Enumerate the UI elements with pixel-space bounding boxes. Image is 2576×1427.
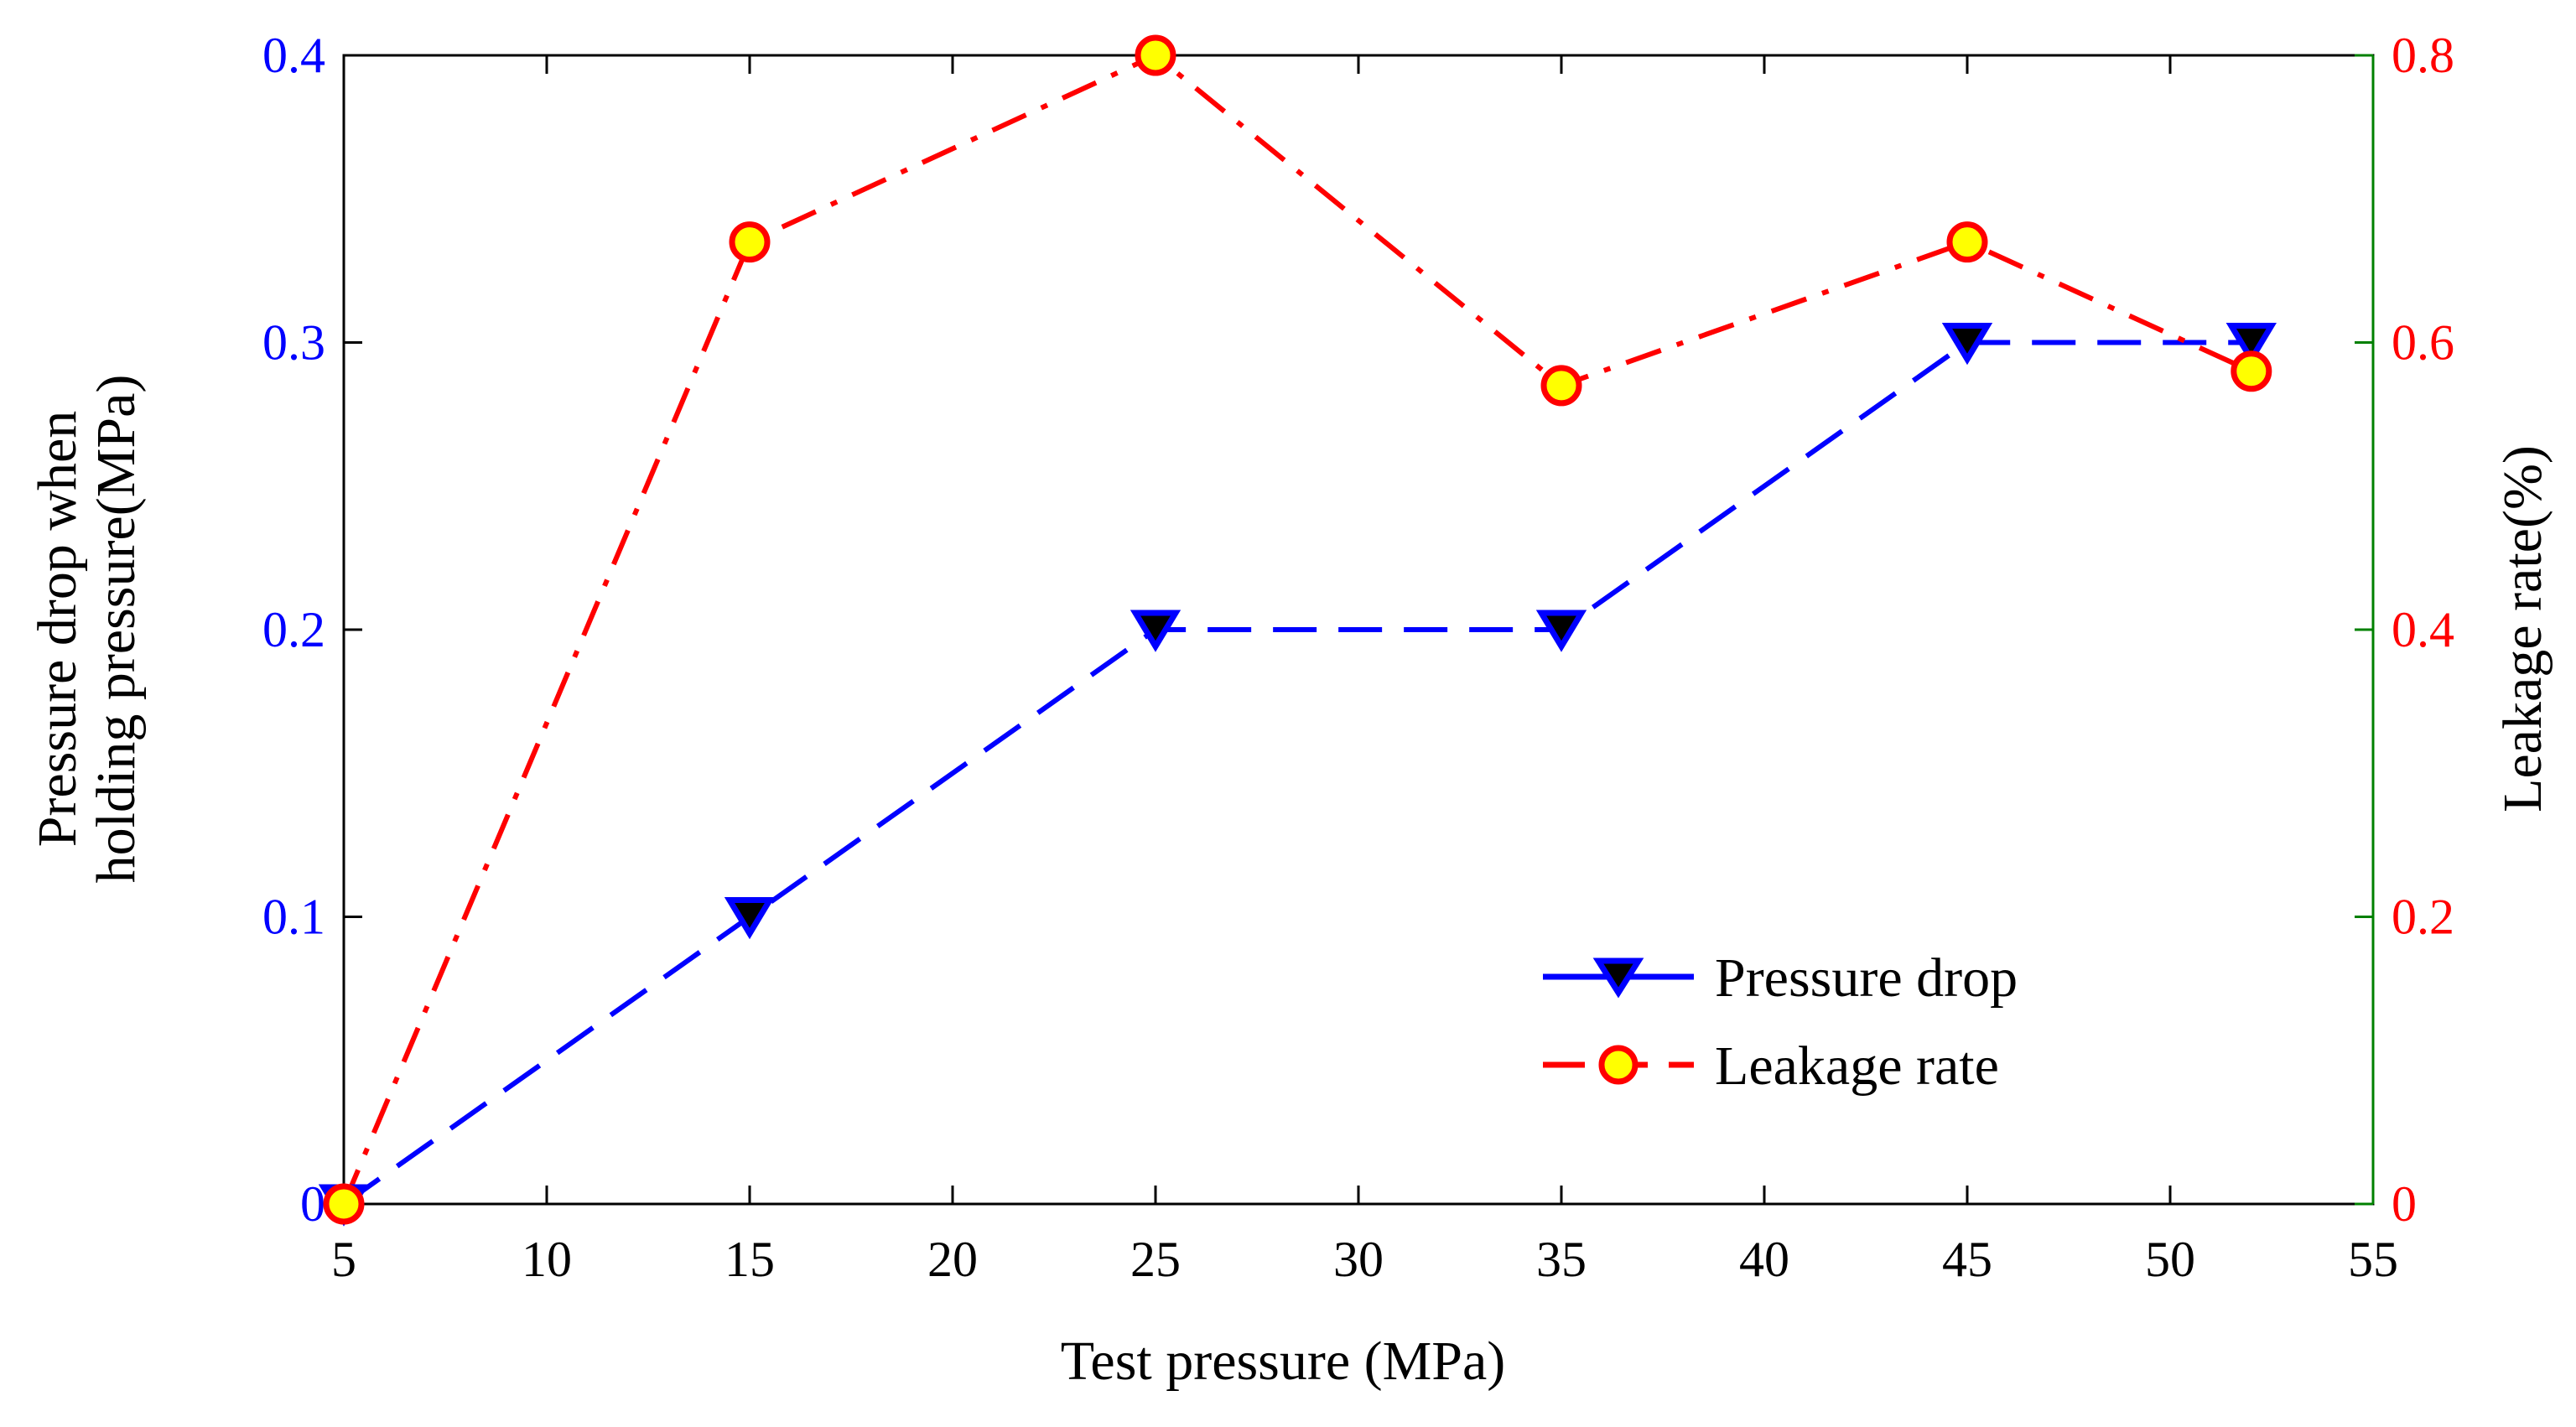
x-tick-label: 25 [1130, 1232, 1181, 1287]
x-tick-label: 15 [724, 1232, 775, 1287]
x-tick-label: 35 [1536, 1232, 1587, 1287]
series-layer [318, 34, 2277, 1227]
y-axis-left-title: Pressure drop when holding pressure(MPa) [27, 375, 147, 884]
marker-pressure-drop [1941, 323, 1993, 366]
y-axis-left-title-line-2: holding pressure(MPa) [86, 375, 147, 884]
x-tick-label: 20 [927, 1232, 978, 1287]
y-left-tick-label: 0.2 [262, 602, 325, 657]
legend-label-leakage-rate: Leakage rate [1715, 1035, 1999, 1097]
marker-leakage-rate [1946, 221, 1988, 263]
y-right-tick-label: 0 [2392, 1176, 2417, 1232]
x-tick-label: 45 [1942, 1232, 1992, 1287]
y-right-tick-label: 0.2 [2392, 890, 2454, 945]
y-left-tick-label: 0.1 [262, 890, 325, 945]
y-right-tick-label: 0.8 [2392, 28, 2454, 83]
x-tick-label: 40 [1739, 1232, 1789, 1287]
marker-leakage-rate [1135, 34, 1176, 76]
marker-pressure-drop [1535, 610, 1587, 652]
series-line-pressure-drop [342, 340, 2251, 1206]
series-line-leakage-rate [341, 53, 2253, 1206]
legend-label-pressure-drop: Pressure drop [1715, 947, 2018, 1009]
marker-leakage-rate [2231, 350, 2272, 392]
y-right-tick-label: 0.4 [2392, 602, 2454, 657]
y-axis-left: 00.10.20.30.4 [262, 28, 362, 1232]
marker-pressure-drop [1130, 610, 1182, 652]
legend-marker-leakage-rate [1598, 1045, 1639, 1085]
marker-leakage-rate [323, 1183, 365, 1225]
x-tick-label: 55 [2348, 1232, 2398, 1287]
x-tick-label: 10 [522, 1232, 572, 1287]
legend-marker-pressure-drop [1592, 957, 1644, 999]
x-tick-label: 30 [1333, 1232, 1384, 1287]
marker-leakage-rate [1540, 365, 1582, 407]
marker-pressure-drop [724, 897, 776, 940]
y-axis-right-title-text: Leakage rate(%) [2492, 445, 2553, 812]
x-axis-title: Test pressure (MPa) [1061, 1331, 1506, 1392]
x-tick-label: 50 [2145, 1232, 2195, 1287]
y-right-tick-label: 0.6 [2392, 315, 2454, 371]
marker-pressure-drop [2225, 323, 2277, 366]
marker-leakage-rate [729, 221, 771, 263]
legend: Pressure drop Leakage rate [1543, 947, 2018, 1097]
y-axis-left-title-line-1: Pressure drop when [27, 411, 88, 848]
y-axis-right: 0 0.2 0.4 0.6 0.8 [2355, 28, 2454, 1232]
y-left-tick-label: 0.4 [262, 28, 325, 83]
y-left-tick-label: 0.3 [262, 315, 325, 371]
x-tick-label: 5 [331, 1232, 356, 1287]
y-axis-right-title: Leakage rate(%) [2492, 445, 2553, 812]
